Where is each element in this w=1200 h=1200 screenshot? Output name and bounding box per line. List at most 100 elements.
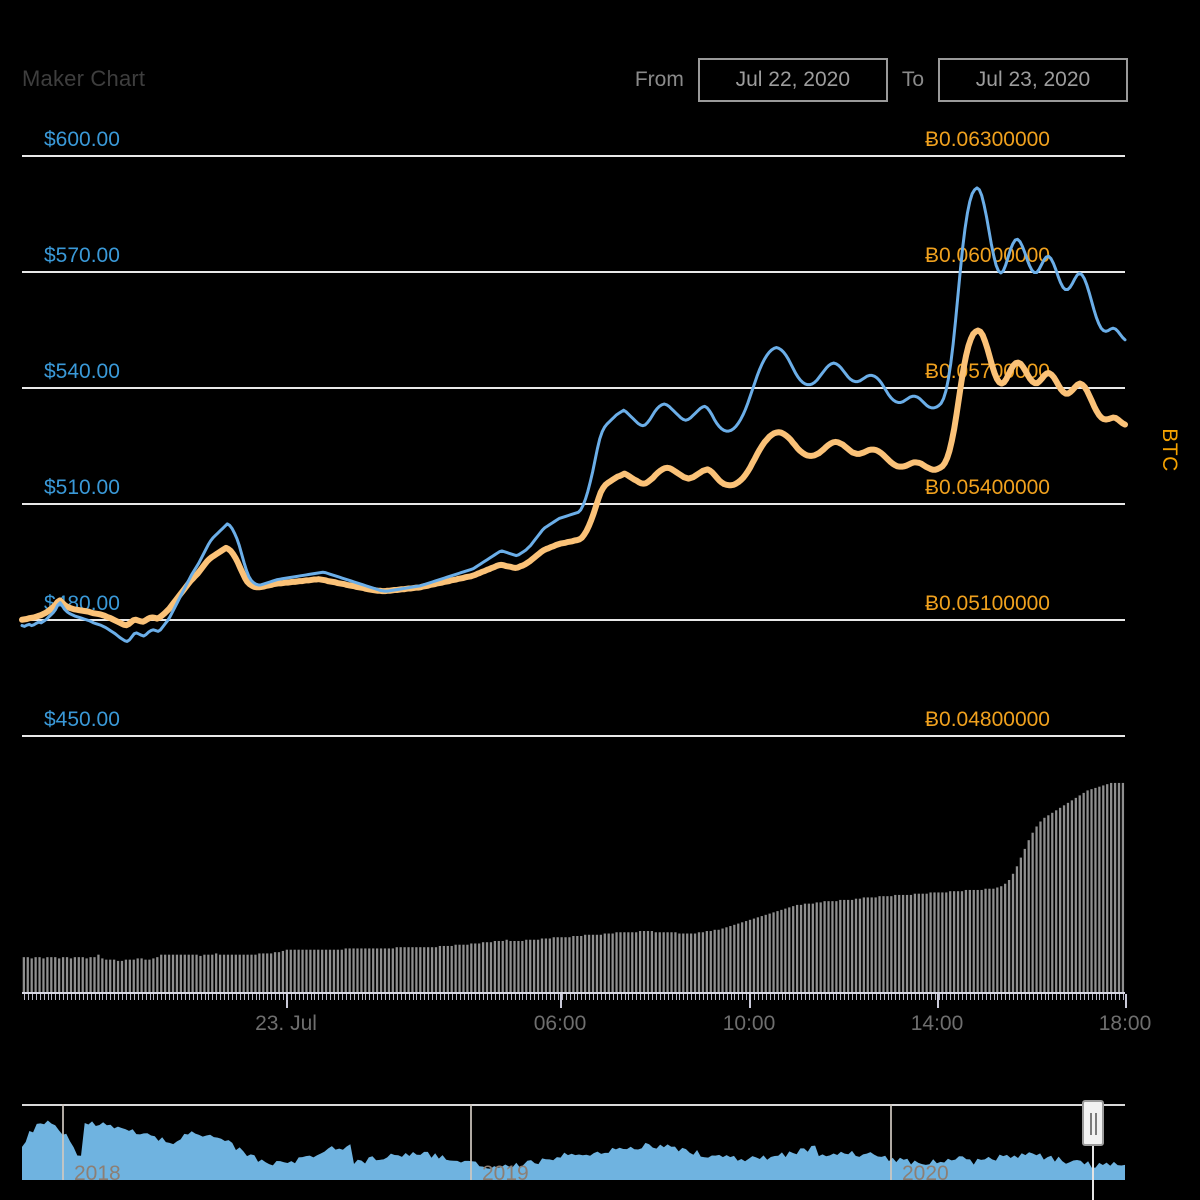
gridline xyxy=(22,735,1125,737)
x-axis-minor-tick xyxy=(848,994,850,1000)
volume-bar xyxy=(564,937,567,992)
x-axis-minor-tick xyxy=(687,994,689,1000)
x-axis-minor-tick xyxy=(443,994,445,1000)
volume-bar xyxy=(741,922,744,992)
to-date-input[interactable]: Jul 23, 2020 xyxy=(938,58,1128,102)
x-axis-minor-tick xyxy=(911,994,913,1000)
x-axis-minor-tick xyxy=(679,994,681,1000)
volume-bar xyxy=(281,950,285,992)
volume-bar xyxy=(996,887,999,992)
volume-bar xyxy=(116,960,120,992)
price-chart-panel[interactable]: $600.00 $570.00 $540.00 $510.00 $480.00 $450.… xyxy=(0,128,1200,768)
volume-bar xyxy=(1039,821,1042,992)
x-axis-minor-tick xyxy=(930,994,932,1000)
x-axis-minor-tick xyxy=(306,994,308,1000)
volume-bar xyxy=(945,892,948,992)
x-axis-minor-tick xyxy=(612,994,614,1000)
volume-bar xyxy=(1086,790,1089,992)
x-axis-minor-tick xyxy=(553,994,555,1000)
volume-bar xyxy=(756,917,760,992)
volume-bar xyxy=(905,894,909,992)
x-axis-minor-tick xyxy=(977,994,979,1000)
volume-bar xyxy=(646,931,650,992)
x-axis-minor-tick xyxy=(302,994,304,1000)
x-axis-minor-tick xyxy=(593,994,595,1000)
from-date-input[interactable]: Jul 22, 2020 xyxy=(697,58,888,102)
volume-bar xyxy=(360,948,363,992)
x-axis-minor-tick xyxy=(1103,994,1105,1000)
volume-bar xyxy=(584,934,587,992)
volume-bar xyxy=(1121,782,1125,992)
volume-bar xyxy=(929,892,932,992)
volume-bar xyxy=(862,897,865,992)
x-axis-minor-tick xyxy=(408,994,410,1000)
x-axis-minor-tick xyxy=(235,994,237,1000)
x-axis-minor-tick xyxy=(966,994,968,1000)
x-axis-minor-tick xyxy=(392,994,394,1000)
volume-bar xyxy=(1102,785,1105,992)
x-axis-minor-tick xyxy=(459,994,461,1000)
volume-bar xyxy=(234,954,237,992)
x-axis-tick xyxy=(749,994,751,1008)
volume-bar xyxy=(603,933,606,992)
volume-bar xyxy=(760,916,763,992)
volume-bar xyxy=(387,948,391,992)
volume-bar xyxy=(391,948,394,992)
volume-bar xyxy=(568,937,571,992)
range-navigator[interactable]: 2018 2019 2020 xyxy=(0,1100,1200,1200)
navigator-scroll-handle[interactable] xyxy=(1082,1100,1104,1146)
volume-bar xyxy=(375,948,379,992)
x-axis-minor-tick xyxy=(530,994,532,1000)
x-axis-minor-tick xyxy=(600,994,602,1000)
x-axis-minor-tick xyxy=(82,994,84,1000)
volume-bar xyxy=(690,933,693,992)
volume-bar xyxy=(58,958,61,992)
x-axis-minor-tick xyxy=(416,994,418,1000)
x-axis-minor-tick xyxy=(914,994,916,1000)
volume-bar xyxy=(69,958,73,992)
volume-bar xyxy=(595,934,599,992)
volume-panel[interactable]: 23. Jul 06:00 10:00 14:00 18:00 xyxy=(0,768,1200,1035)
volume-bar xyxy=(258,953,261,992)
chart-header: Maker Chart From Jul 22, 2020 To Jul 23,… xyxy=(0,0,1200,128)
volume-bar xyxy=(297,949,300,992)
volume-bar xyxy=(580,936,583,992)
volume-bar xyxy=(619,932,622,992)
volume-bar xyxy=(430,947,434,992)
x-axis-minor-tick xyxy=(840,994,842,1000)
volume-bar xyxy=(1011,873,1015,992)
volume-bar xyxy=(250,954,253,992)
btc-axis-label: Ƀ0.05400000 xyxy=(925,476,1050,499)
volume-bar xyxy=(238,954,241,992)
x-axis-minor-tick xyxy=(51,994,53,1000)
x-axis-minor-tick xyxy=(793,994,795,1000)
navigator-year-divider xyxy=(62,1104,64,1180)
x-axis-minor-tick xyxy=(1087,994,1089,1000)
x-axis-minor-tick xyxy=(616,994,618,1000)
x-axis-minor-tick xyxy=(498,994,500,1000)
volume-bar xyxy=(344,948,347,992)
x-axis-minor-tick xyxy=(671,994,673,1000)
volume-bar xyxy=(203,954,206,992)
x-axis-minor-tick xyxy=(781,994,783,1000)
x-axis-minor-tick xyxy=(879,994,881,1000)
x-axis-minor-tick xyxy=(420,994,422,1000)
volume-bar xyxy=(226,954,230,992)
volume-bar xyxy=(635,932,638,992)
volume-bar xyxy=(878,896,881,992)
x-axis-minor-tick xyxy=(271,994,273,1000)
x-axis-minor-tick xyxy=(950,994,952,1000)
x-axis-minor-tick xyxy=(510,994,512,1000)
x-axis-label: 10:00 xyxy=(722,1012,776,1035)
x-axis-minor-tick xyxy=(648,994,650,1000)
volume-bar xyxy=(599,934,602,992)
volume-bar xyxy=(230,954,234,992)
usd-axis-label: $540.00 xyxy=(44,360,120,383)
x-axis-minor-tick xyxy=(1001,994,1003,1000)
x-axis-minor-tick xyxy=(447,994,449,1000)
volume-bar xyxy=(587,934,591,992)
volume-bar xyxy=(481,942,485,992)
volume-bar xyxy=(591,934,595,992)
x-axis-minor-tick xyxy=(828,994,830,1000)
